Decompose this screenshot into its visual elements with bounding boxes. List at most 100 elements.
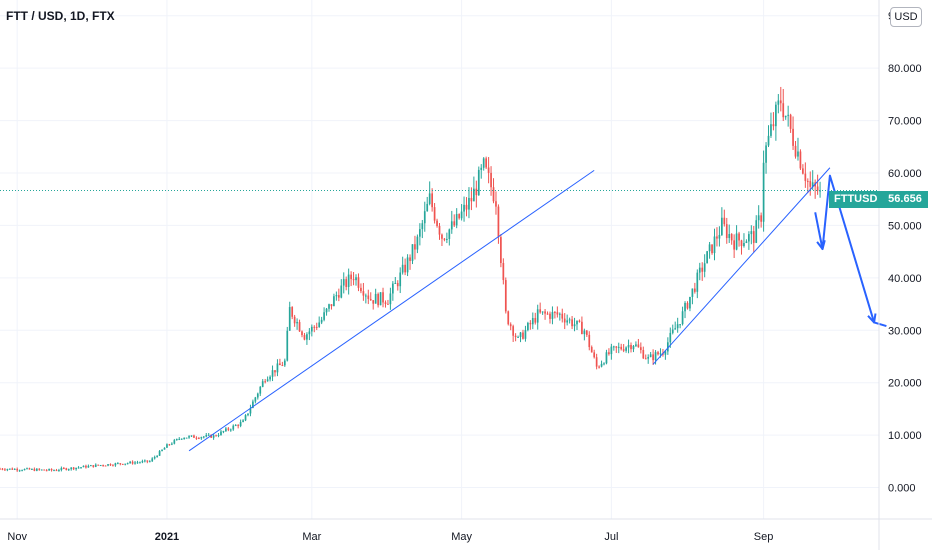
candle-body (600, 363, 603, 367)
candle-body (82, 465, 85, 468)
candle-body (16, 468, 19, 471)
candle-body (799, 151, 802, 169)
candle-body (124, 463, 127, 465)
y-tick-label: 50.000 (888, 220, 922, 232)
candle-body (755, 220, 758, 243)
candle-body (581, 321, 583, 335)
candle-body (654, 352, 657, 361)
candle-body (404, 264, 406, 273)
candle-body (556, 312, 559, 315)
candle-body (92, 465, 95, 467)
candle-body (215, 435, 217, 437)
candle-body (70, 467, 73, 470)
candle-body (67, 469, 70, 471)
candle-body (306, 334, 308, 340)
candles-layer (0, 86, 821, 472)
candle-body (541, 311, 544, 313)
candle-body (612, 346, 615, 348)
candle-body (468, 197, 470, 210)
candle-body (644, 358, 647, 360)
candle-body (0, 468, 1, 470)
candle-body (536, 309, 539, 323)
candle-body (109, 464, 112, 466)
candle-body (254, 397, 257, 402)
candle-body (490, 172, 492, 188)
candle-body (551, 312, 554, 319)
candle-body (492, 187, 495, 202)
candle-body (337, 295, 340, 298)
candle-body (301, 331, 303, 336)
candle-body (563, 318, 566, 323)
candle-body (721, 217, 723, 235)
candle-body (342, 279, 345, 286)
candle-body (475, 188, 478, 196)
candle-body (318, 322, 321, 328)
candle-body (6, 469, 9, 471)
candle-body (364, 295, 367, 297)
candle-body (598, 366, 600, 368)
candle-body (391, 283, 394, 294)
candle-body (28, 468, 31, 470)
candle-body (161, 449, 163, 452)
chart-title: FTT / USD, 1D, FTX (6, 9, 115, 23)
candle-body (418, 229, 421, 237)
candle-body (723, 217, 726, 225)
candle-body (465, 204, 468, 210)
candle-body (811, 182, 814, 187)
candle-body (431, 193, 433, 208)
candle-body (367, 295, 370, 299)
candle-body (144, 460, 146, 462)
y-tick-label: 80.000 (888, 63, 922, 75)
candle-body (686, 302, 689, 309)
candle-body (743, 243, 745, 247)
candle-body (65, 468, 68, 470)
candle-body (666, 342, 669, 352)
candle-body (568, 319, 571, 321)
candle-body (308, 331, 311, 335)
candle-body (507, 311, 510, 325)
candle-body (480, 167, 483, 170)
candle-body (286, 330, 289, 361)
candle-body (75, 467, 77, 470)
candle-body (463, 204, 465, 212)
candle-body (281, 365, 284, 367)
candle-body (608, 352, 610, 355)
candle-body (794, 145, 797, 157)
candle-body (399, 272, 402, 287)
candle-body (80, 467, 82, 469)
candle-body (173, 440, 176, 444)
x-tick-label: Nov (7, 531, 27, 543)
candle-body (639, 347, 642, 351)
candle-body (396, 282, 399, 287)
candle-body (426, 203, 429, 212)
candle-body (185, 437, 188, 439)
candle-body (495, 201, 497, 207)
candle-body (706, 251, 708, 264)
y-tick-label: 20.000 (888, 378, 922, 390)
candle-body (802, 168, 804, 174)
candle-body (202, 436, 205, 438)
candle-body (107, 464, 109, 466)
candle-body (504, 280, 507, 312)
currency-button[interactable]: USD (890, 7, 922, 27)
candle-body (779, 100, 782, 104)
projection-arrowhead (867, 313, 877, 324)
candle-body (647, 356, 650, 359)
candle-body (387, 303, 389, 305)
candle-body (40, 469, 43, 471)
trendline (652, 167, 831, 365)
candle-body (315, 326, 318, 328)
candle-body (748, 234, 750, 242)
candle-body (421, 223, 424, 230)
candle-body (264, 381, 267, 383)
candle-body (50, 468, 53, 471)
candle-body (374, 293, 377, 304)
candle-body (13, 468, 16, 470)
candle-body (453, 221, 456, 226)
candle-body (576, 320, 578, 325)
candle-body (441, 234, 443, 239)
candle-body (4, 469, 6, 471)
x-tick-label: Jul (604, 531, 618, 543)
